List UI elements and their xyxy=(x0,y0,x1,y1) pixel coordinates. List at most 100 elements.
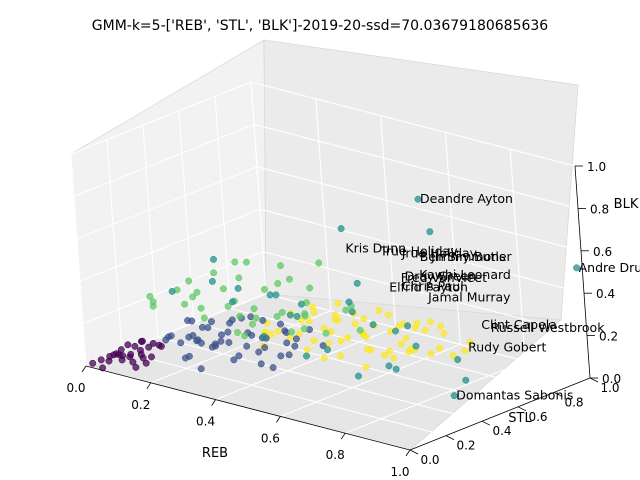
data-point xyxy=(462,376,470,384)
grid-line xyxy=(157,336,483,422)
data-point xyxy=(436,344,444,352)
y-axis-label: STL xyxy=(508,411,532,426)
data-point xyxy=(397,340,405,348)
data-point xyxy=(197,365,205,373)
point-annotation: Dray Green xyxy=(405,269,477,284)
data-point xyxy=(297,300,305,308)
x-tick-mark xyxy=(405,449,411,457)
point-annotation: Fred VanVleet xyxy=(401,270,487,285)
axes xyxy=(85,165,591,451)
data-point xyxy=(286,311,294,319)
grid-line xyxy=(73,123,255,197)
data-point xyxy=(261,344,269,352)
data-point xyxy=(129,358,137,366)
data-point xyxy=(274,280,282,287)
data-point xyxy=(412,342,420,350)
data-point xyxy=(303,352,310,360)
data-point xyxy=(241,332,249,340)
data-point xyxy=(194,336,202,344)
data-point xyxy=(162,336,170,344)
data-point xyxy=(200,314,208,322)
data-point xyxy=(291,342,299,350)
data-point xyxy=(301,310,309,318)
grid-line xyxy=(76,166,258,240)
grid-line xyxy=(250,81,576,167)
data-point xyxy=(249,320,256,328)
x-tick-mark xyxy=(211,399,216,406)
y-tick-label: 0.0 xyxy=(420,453,439,467)
x-tick-mark xyxy=(81,365,87,373)
data-point xyxy=(309,303,317,311)
data-point xyxy=(105,357,113,365)
data-point xyxy=(450,392,458,400)
grid-line xyxy=(214,96,231,309)
data-point xyxy=(277,320,284,328)
data-point xyxy=(269,364,277,372)
data-point xyxy=(402,334,410,342)
y-axis-ticks: 0.0 0.2 0.4 0.6 0.8 1.0 xyxy=(409,377,620,467)
y-tick-label: 0.8 xyxy=(564,395,583,409)
data-point xyxy=(226,319,234,327)
grid-line xyxy=(106,139,123,352)
data-point xyxy=(405,348,413,356)
data-point xyxy=(231,258,239,266)
data-point xyxy=(356,326,364,334)
data-point xyxy=(266,291,274,299)
z-tick-label: 0.4 xyxy=(596,287,615,301)
data-point xyxy=(310,337,318,344)
data-point xyxy=(293,312,301,320)
data-point xyxy=(345,298,353,306)
y-tick-mark xyxy=(445,435,455,440)
grid-line xyxy=(315,98,332,311)
data-point xyxy=(344,334,352,342)
data-point xyxy=(228,298,236,306)
data-point xyxy=(573,264,581,272)
x-tick-mark xyxy=(146,382,152,390)
data-point xyxy=(384,311,392,319)
data-point xyxy=(300,325,308,333)
data-point xyxy=(449,352,457,359)
data-point xyxy=(115,351,123,359)
data-point xyxy=(427,350,435,358)
point-annotation: Chris Paul xyxy=(402,279,464,294)
data-point xyxy=(198,323,206,331)
x-tick-label: 0.4 xyxy=(196,415,215,429)
point-annotation: Kris Dunn xyxy=(345,241,406,256)
grid-line xyxy=(259,208,585,294)
z-tick-label: 0.2 xyxy=(599,330,618,344)
x-tick-label: 0.2 xyxy=(131,398,150,412)
data-point xyxy=(148,353,155,361)
data-point xyxy=(255,348,263,356)
data-point xyxy=(426,228,434,236)
data-point xyxy=(334,316,342,324)
scatter-points xyxy=(89,195,581,400)
data-point xyxy=(218,331,225,339)
y-axis-line xyxy=(409,377,591,451)
data-point xyxy=(421,326,429,334)
point-annotation: Jimmy Butler xyxy=(430,249,512,264)
z-tick-label: 1.0 xyxy=(587,160,606,174)
data-point xyxy=(381,351,388,359)
data-point xyxy=(369,321,377,329)
data-point xyxy=(146,292,154,300)
data-point xyxy=(219,285,227,293)
data-point xyxy=(427,318,434,326)
data-point xyxy=(392,365,400,373)
grid-line xyxy=(70,153,87,367)
data-point xyxy=(208,343,216,351)
data-point xyxy=(306,284,314,292)
grid-line xyxy=(253,123,579,209)
data-point xyxy=(234,329,241,336)
data-point xyxy=(261,285,268,293)
data-point xyxy=(260,332,268,340)
data-point xyxy=(252,314,260,322)
point-annotation: Deandre Ayton xyxy=(420,191,513,206)
grid-line xyxy=(256,166,582,252)
data-point xyxy=(274,327,282,335)
data-point xyxy=(97,356,105,364)
data-point xyxy=(277,262,284,270)
data-point xyxy=(324,346,331,354)
data-point xyxy=(99,364,107,372)
data-point xyxy=(355,372,362,380)
data-point xyxy=(197,304,205,312)
